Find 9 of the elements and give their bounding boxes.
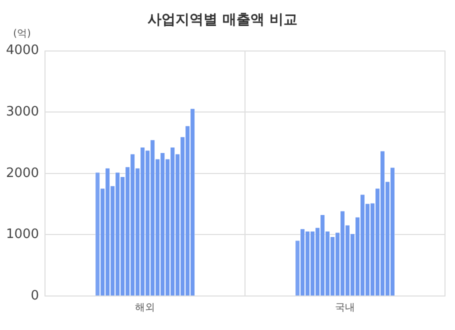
y-axis-title: (억) (13, 28, 31, 40)
y-tick-label: 4000 (6, 43, 40, 58)
x-tick-label: 해외 (135, 302, 156, 314)
y-tick-label: 0 (30, 288, 40, 304)
y-tick-label: 2000 (6, 166, 40, 181)
x-tick-label: 국내 (335, 302, 356, 314)
y-tick-label: 3000 (6, 104, 40, 120)
chart-title: 사업지역별 매출액 비교 (148, 12, 298, 28)
y-tick-label: 1000 (6, 227, 40, 242)
